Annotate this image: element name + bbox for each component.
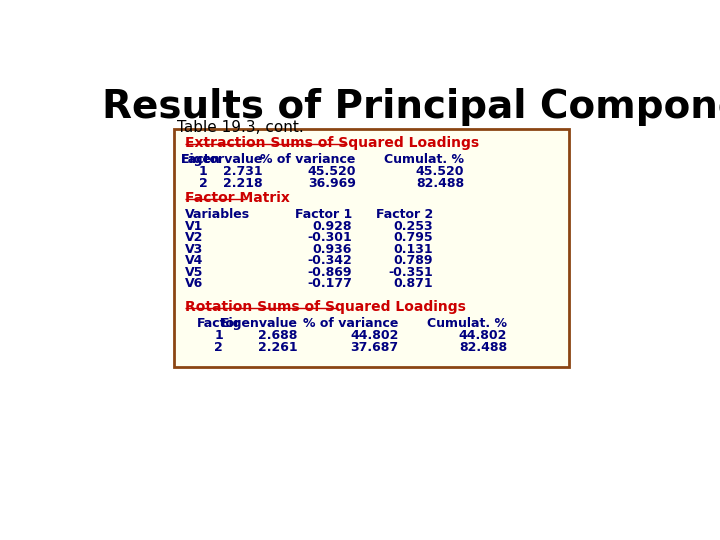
- Text: 1: 1: [215, 329, 223, 342]
- Text: V4: V4: [184, 254, 203, 267]
- Text: 2.261: 2.261: [258, 341, 297, 354]
- Text: -0.301: -0.301: [307, 231, 352, 244]
- Text: Extraction Sums of Squared Loadings: Extraction Sums of Squared Loadings: [184, 136, 479, 150]
- Text: 0.253: 0.253: [394, 220, 433, 233]
- Text: V1: V1: [184, 220, 203, 233]
- Text: Factor: Factor: [181, 153, 225, 166]
- Text: 37.687: 37.687: [351, 341, 398, 354]
- Text: 2: 2: [215, 341, 223, 354]
- Text: 2.731: 2.731: [223, 165, 263, 178]
- Text: % of variance: % of variance: [303, 316, 398, 329]
- Text: V2: V2: [184, 231, 203, 244]
- Text: Cumulat. %: Cumulat. %: [384, 153, 464, 166]
- Text: 45.520: 45.520: [416, 165, 464, 178]
- Text: -0.342: -0.342: [307, 254, 352, 267]
- Text: Rotation Sums of Squared Loadings: Rotation Sums of Squared Loadings: [184, 300, 465, 314]
- Text: V6: V6: [184, 278, 203, 291]
- Text: 0.936: 0.936: [312, 242, 352, 255]
- Text: 2.688: 2.688: [258, 329, 297, 342]
- Text: -0.869: -0.869: [307, 266, 352, 279]
- Text: V3: V3: [184, 242, 203, 255]
- Text: -0.351: -0.351: [389, 266, 433, 279]
- Text: -0.177: -0.177: [307, 278, 352, 291]
- Text: 44.802: 44.802: [459, 329, 507, 342]
- Text: 0.871: 0.871: [394, 278, 433, 291]
- Text: 44.802: 44.802: [350, 329, 398, 342]
- Text: V5: V5: [184, 266, 203, 279]
- Text: 0.789: 0.789: [394, 254, 433, 267]
- Text: 0.131: 0.131: [394, 242, 433, 255]
- Text: 0.795: 0.795: [394, 231, 433, 244]
- Text: 2.218: 2.218: [223, 177, 263, 190]
- Text: Results of Principal Components Analysis: Results of Principal Components Analysis: [102, 88, 720, 126]
- Text: 82.488: 82.488: [459, 341, 507, 354]
- Text: 82.488: 82.488: [416, 177, 464, 190]
- Text: 45.520: 45.520: [307, 165, 356, 178]
- Text: Eigen value: Eigen value: [181, 153, 263, 166]
- Text: Factor: Factor: [197, 316, 240, 329]
- FancyBboxPatch shape: [174, 130, 569, 367]
- Text: 1: 1: [199, 165, 207, 178]
- Text: Factor 1: Factor 1: [294, 208, 352, 221]
- Text: 2: 2: [199, 177, 207, 190]
- Text: Factor 2: Factor 2: [376, 208, 433, 221]
- Text: Table 19.3, cont.: Table 19.3, cont.: [177, 120, 304, 135]
- Text: % of variance: % of variance: [261, 153, 356, 166]
- Text: Eigenvalue: Eigenvalue: [221, 316, 297, 329]
- Text: Variables: Variables: [184, 208, 250, 221]
- Text: 0.928: 0.928: [312, 220, 352, 233]
- Text: 36.969: 36.969: [308, 177, 356, 190]
- Text: Factor Matrix: Factor Matrix: [184, 191, 289, 205]
- Text: Cumulat. %: Cumulat. %: [427, 316, 507, 329]
